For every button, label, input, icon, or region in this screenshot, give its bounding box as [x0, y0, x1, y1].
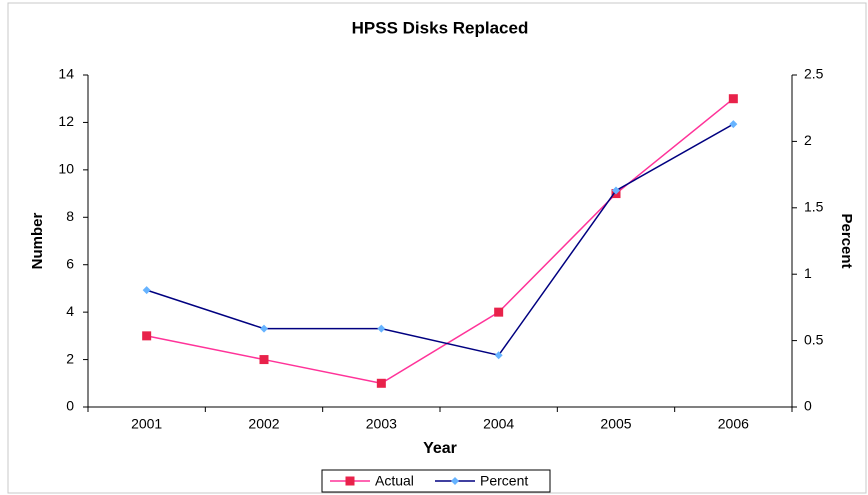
y2-tick-label: 1.5: [804, 199, 824, 215]
chart-title: HPSS Disks Replaced: [352, 18, 529, 37]
y-tick-label: 14: [58, 66, 74, 82]
x-tick-label: 2001: [131, 416, 162, 432]
y-tick-label: 4: [66, 303, 74, 319]
x-axis-label: Year: [423, 440, 457, 457]
legend-marker: [451, 477, 459, 485]
y-tick-label: 8: [66, 208, 74, 224]
point: [494, 307, 504, 317]
chart-border: [7, 2, 867, 494]
point: [494, 351, 503, 360]
y2-tick-label: 2.5: [804, 66, 824, 82]
point: [142, 331, 152, 341]
point: [260, 324, 268, 333]
y2-tick-label: 0.5: [804, 331, 824, 347]
x-tick-label: 2002: [248, 416, 279, 432]
point: [259, 355, 269, 365]
point: [612, 186, 620, 195]
x-tick-label: 2005: [600, 416, 631, 432]
y-tick-label: 10: [58, 161, 74, 177]
y2-axis-label: Percent: [838, 213, 855, 268]
y-tick-label: 2: [66, 350, 74, 366]
point: [377, 324, 386, 333]
series-line: [146, 123, 734, 357]
point: [142, 286, 151, 295]
y2-tick-label: 1: [804, 265, 812, 281]
x-tick-label: 2006: [718, 416, 749, 432]
y-axis-label: Number: [29, 213, 46, 270]
series-line: [146, 98, 734, 385]
x-tick-label: 2003: [366, 416, 397, 432]
legend-label: Percent: [480, 473, 528, 489]
y-tick-label: 12: [58, 113, 74, 129]
y2-tick-label: 0: [804, 398, 812, 414]
legend-marker: [345, 476, 355, 486]
y-tick-label: 6: [66, 255, 74, 271]
point: [729, 120, 738, 129]
point: [376, 378, 386, 388]
legend-label: Actual: [375, 473, 414, 489]
y-tick-label: 0: [66, 398, 74, 414]
x-tick-label: 2004: [483, 416, 514, 432]
point: [728, 94, 738, 104]
y2-tick-label: 2: [804, 132, 812, 148]
